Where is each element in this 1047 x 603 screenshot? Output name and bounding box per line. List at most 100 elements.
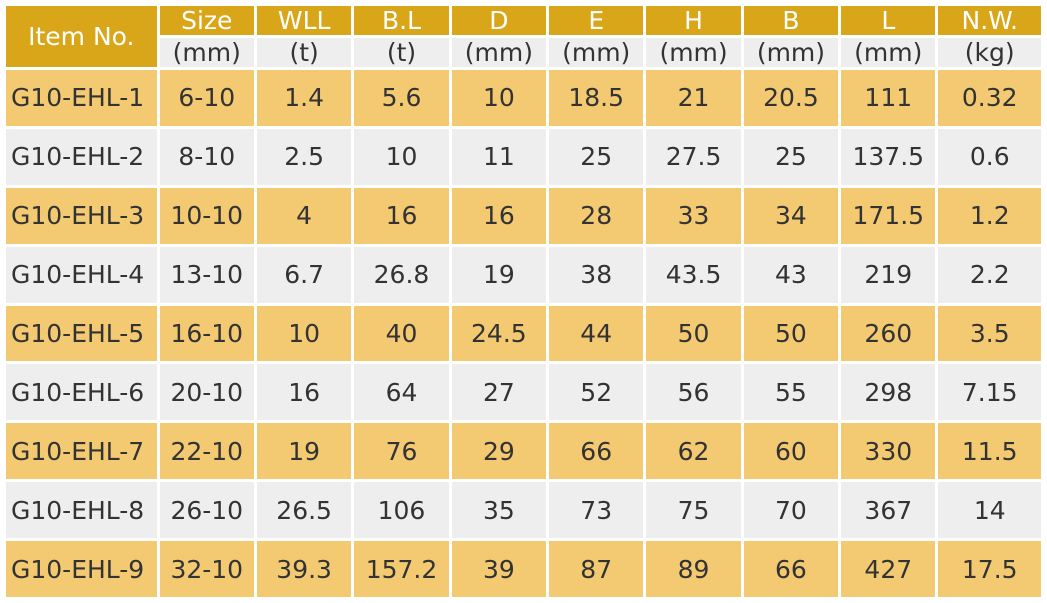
wll-cell: 4: [256, 187, 352, 244]
size-cell: 22-10: [159, 423, 254, 480]
nw-cell: 17.5: [938, 541, 1041, 597]
b-cell: 55: [743, 364, 839, 421]
unit-bl: (t): [354, 38, 449, 67]
table-row: G10-EHL-8 26-10 26.5 106 35 73 75 70 367…: [6, 482, 1041, 538]
l-cell: 367: [841, 482, 936, 538]
e-cell: 87: [549, 541, 644, 597]
h-cell: 27.5: [646, 128, 741, 185]
item-no-cell: G10-EHL-9: [6, 541, 157, 597]
unit-e: (mm): [549, 38, 644, 67]
d-cell: 35: [451, 482, 547, 538]
bl-cell: 157.2: [354, 541, 449, 597]
nw-cell: 7.15: [938, 364, 1041, 421]
item-no-header: Item No.: [6, 6, 157, 67]
bl-cell: 76: [354, 423, 449, 480]
item-no-cell: G10-EHL-1: [6, 70, 157, 126]
b-cell: 70: [743, 482, 839, 538]
b-cell: 25: [743, 128, 839, 185]
bl-cell: 40: [354, 305, 449, 362]
table-row: G10-EHL-1 6-10 1.4 5.6 10 18.5 21 20.5 1…: [6, 70, 1041, 126]
table-row: G10-EHL-9 32-10 39.3 157.2 39 87 89 66 4…: [6, 541, 1041, 597]
col-header-h: H: [646, 6, 741, 35]
table-row: G10-EHL-3 10-10 4 16 16 28 33 34 171.5 1…: [6, 187, 1041, 244]
item-no-cell: G10-EHL-3: [6, 187, 157, 244]
l-cell: 260: [841, 305, 936, 362]
size-cell: 16-10: [159, 305, 254, 362]
unit-h: (mm): [646, 38, 741, 67]
h-cell: 75: [646, 482, 741, 538]
h-cell: 21: [646, 70, 741, 126]
h-cell: 89: [646, 541, 741, 597]
col-header-b: B: [743, 6, 839, 35]
size-cell: 20-10: [159, 364, 254, 421]
bl-cell: 16: [354, 187, 449, 244]
b-cell: 66: [743, 541, 839, 597]
nw-cell: 0.32: [938, 70, 1041, 126]
h-cell: 33: [646, 187, 741, 244]
d-cell: 16: [451, 187, 547, 244]
unit-nw: (kg): [938, 38, 1041, 67]
l-cell: 137.5: [841, 128, 936, 185]
wll-cell: 6.7: [256, 246, 352, 303]
wll-cell: 19: [256, 423, 352, 480]
size-cell: 8-10: [159, 128, 254, 185]
col-header-d: D: [451, 6, 547, 35]
unit-wll: (t): [256, 38, 352, 67]
nw-cell: 14: [938, 482, 1041, 538]
b-cell: 20.5: [743, 70, 839, 126]
l-cell: 171.5: [841, 187, 936, 244]
h-cell: 50: [646, 305, 741, 362]
col-header-size: Size: [159, 6, 254, 35]
d-cell: 24.5: [451, 305, 547, 362]
table-row: G10-EHL-5 16-10 10 40 24.5 44 50 50 260 …: [6, 305, 1041, 362]
item-no-cell: G10-EHL-8: [6, 482, 157, 538]
item-no-cell: G10-EHL-4: [6, 246, 157, 303]
b-cell: 60: [743, 423, 839, 480]
d-cell: 19: [451, 246, 547, 303]
col-header-wll: WLL: [256, 6, 352, 35]
e-cell: 28: [549, 187, 644, 244]
h-cell: 56: [646, 364, 741, 421]
nw-cell: 1.2: [938, 187, 1041, 244]
wll-cell: 39.3: [256, 541, 352, 597]
col-header-nw: N.W.: [938, 6, 1041, 35]
d-cell: 11: [451, 128, 547, 185]
table-row: G10-EHL-2 8-10 2.5 10 11 25 27.5 25 137.…: [6, 128, 1041, 185]
e-cell: 73: [549, 482, 644, 538]
b-cell: 34: [743, 187, 839, 244]
size-cell: 32-10: [159, 541, 254, 597]
l-cell: 298: [841, 364, 936, 421]
e-cell: 66: [549, 423, 644, 480]
l-cell: 111: [841, 70, 936, 126]
unit-b: (mm): [743, 38, 839, 67]
d-cell: 10: [451, 70, 547, 126]
e-cell: 25: [549, 128, 644, 185]
bl-cell: 106: [354, 482, 449, 538]
unit-d: (mm): [451, 38, 547, 67]
l-cell: 330: [841, 423, 936, 480]
col-header-e: E: [549, 6, 644, 35]
wll-cell: 16: [256, 364, 352, 421]
e-cell: 52: [549, 364, 644, 421]
e-cell: 44: [549, 305, 644, 362]
h-cell: 62: [646, 423, 741, 480]
unit-size: (mm): [159, 38, 254, 67]
wll-cell: 2.5: [256, 128, 352, 185]
l-cell: 219: [841, 246, 936, 303]
wll-cell: 1.4: [256, 70, 352, 126]
e-cell: 18.5: [549, 70, 644, 126]
nw-cell: 0.6: [938, 128, 1041, 185]
table-row: G10-EHL-7 22-10 19 76 29 66 62 60 330 11…: [6, 423, 1041, 480]
bl-cell: 10: [354, 128, 449, 185]
col-header-l: L: [841, 6, 936, 35]
nw-cell: 3.5: [938, 305, 1041, 362]
item-no-cell: G10-EHL-5: [6, 305, 157, 362]
nw-cell: 11.5: [938, 423, 1041, 480]
wll-cell: 26.5: [256, 482, 352, 538]
size-cell: 10-10: [159, 187, 254, 244]
size-cell: 13-10: [159, 246, 254, 303]
table-row: G10-EHL-4 13-10 6.7 26.8 19 38 43.5 43 2…: [6, 246, 1041, 303]
d-cell: 39: [451, 541, 547, 597]
l-cell: 427: [841, 541, 936, 597]
header-row: Item No. Size WLL B.L D E H B L N.W.: [6, 6, 1041, 67]
